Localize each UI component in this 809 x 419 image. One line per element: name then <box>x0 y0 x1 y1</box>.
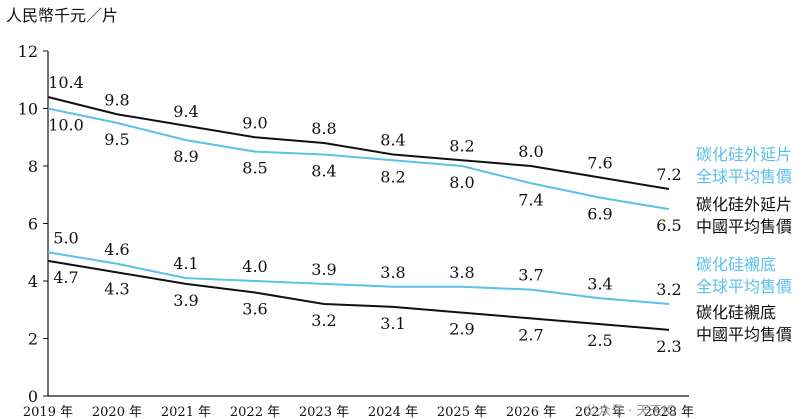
y-tick-label: 0 <box>28 387 38 406</box>
y-tick-label: 8 <box>28 157 38 176</box>
data-label: 8.2 <box>380 167 405 186</box>
legend-entry-line1: 碳化硅襯底 <box>696 255 776 274</box>
data-label: 9.4 <box>173 102 198 121</box>
series-line-3 <box>47 251 670 305</box>
legend-entry-line2: 中國平均售價 <box>696 217 792 236</box>
data-label: 4.1 <box>173 254 198 273</box>
legend-entry-line1: 碳化硅襯底 <box>696 303 776 322</box>
data-label: 9.5 <box>104 130 129 149</box>
data-label: 3.9 <box>173 291 198 310</box>
chart-data-labels: 10.4 9.8 9.4 9.0 8.8 8.4 8.2 8.0 7.6 7.2 10.0 9.5 8.… <box>48 73 682 356</box>
data-label: 3.8 <box>380 263 405 282</box>
data-label: 10.0 <box>48 116 84 135</box>
x-tick-label: 2028 年 <box>644 405 694 419</box>
data-label: 7.2 <box>656 165 681 184</box>
chart-legend: 碳化硅外延片全球平均售價碳化硅外延片中國平均售價碳化硅襯底全球平均售價碳化硅襯底… <box>696 145 792 344</box>
data-label: 8.5 <box>242 159 267 178</box>
data-label: 4.7 <box>53 268 78 287</box>
x-tick-label: 2026 年 <box>506 405 556 419</box>
data-label: 8.4 <box>380 131 405 150</box>
series-line-4 <box>47 259 670 331</box>
data-label: 3.2 <box>311 311 336 330</box>
legend-entry-line2: 全球平均售價 <box>696 167 792 186</box>
data-label: 8.9 <box>173 147 198 166</box>
data-label: 4.3 <box>104 279 129 298</box>
data-label: 7.4 <box>518 190 543 209</box>
legend-entry-line1: 碳化硅外延片 <box>696 195 792 214</box>
y-axis-unit-label: 人民幣千元／片 <box>6 6 119 25</box>
data-label: 2.9 <box>449 320 474 339</box>
y-tick-label: 2 <box>28 330 38 349</box>
data-label: 9.8 <box>104 90 129 109</box>
data-label: 2.3 <box>656 337 681 356</box>
y-tick-label: 4 <box>28 272 38 291</box>
data-label: 3.8 <box>449 263 474 282</box>
legend-entry-line2: 全球平均售價 <box>696 277 792 296</box>
data-label: 3.2 <box>656 280 681 299</box>
x-tick-label: 2019 年 <box>23 405 73 419</box>
x-tick-label: 2027 年 <box>575 405 625 419</box>
y-tick-label: 12 <box>18 42 38 61</box>
x-tick-label: 2023 年 <box>299 405 349 419</box>
data-label: 2.5 <box>587 331 612 350</box>
data-label: 6.9 <box>587 205 612 224</box>
data-label: 3.4 <box>587 274 612 293</box>
data-label: 8.8 <box>311 119 336 138</box>
chart-axes: 0 2 4 6 8 10 12 <box>18 42 689 406</box>
data-label: 5.0 <box>53 228 78 247</box>
data-label: 10.4 <box>48 73 84 92</box>
data-label: 8.4 <box>311 162 336 181</box>
x-tick-label: 2024 年 <box>368 405 418 419</box>
legend-entry-line2: 中國平均售價 <box>696 325 792 344</box>
data-label: 8.2 <box>449 136 474 155</box>
series-line-2 <box>47 107 670 211</box>
data-label: 3.1 <box>380 314 405 333</box>
x-tick-label: 2025 年 <box>437 405 487 419</box>
data-label: 8.0 <box>449 173 474 192</box>
data-label: 3.9 <box>311 260 336 279</box>
data-label: 4.0 <box>242 257 267 276</box>
legend-entry-line1: 碳化硅外延片 <box>696 145 792 164</box>
chart-series-lines <box>47 96 670 331</box>
data-label: 8.0 <box>518 142 543 161</box>
series-line-1 <box>47 96 670 190</box>
watermark-text: 公众号 · 天天IC <box>585 404 676 419</box>
data-label: 9.0 <box>242 113 267 132</box>
y-tick-label: 6 <box>28 215 38 234</box>
data-label: 2.7 <box>518 325 543 344</box>
data-label: 6.5 <box>656 216 681 235</box>
data-label: 7.6 <box>587 154 612 173</box>
data-label: 3.6 <box>242 300 267 319</box>
x-tick-label: 2020 年 <box>92 405 142 419</box>
x-tick-label: 2021 年 <box>161 405 211 419</box>
data-label: 4.6 <box>104 240 129 259</box>
y-tick-label: 10 <box>18 100 38 119</box>
data-label: 3.7 <box>518 266 543 285</box>
x-tick-label: 2022 年 <box>230 405 280 419</box>
